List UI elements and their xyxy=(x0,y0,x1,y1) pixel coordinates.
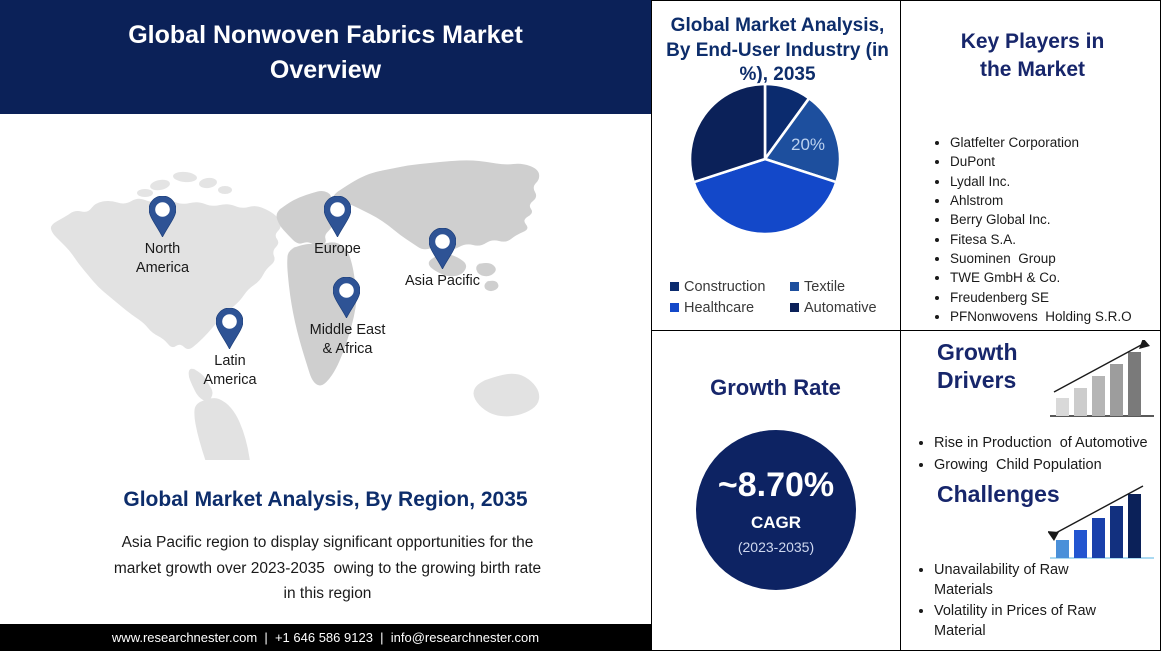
svg-text:20%: 20% xyxy=(791,135,825,154)
